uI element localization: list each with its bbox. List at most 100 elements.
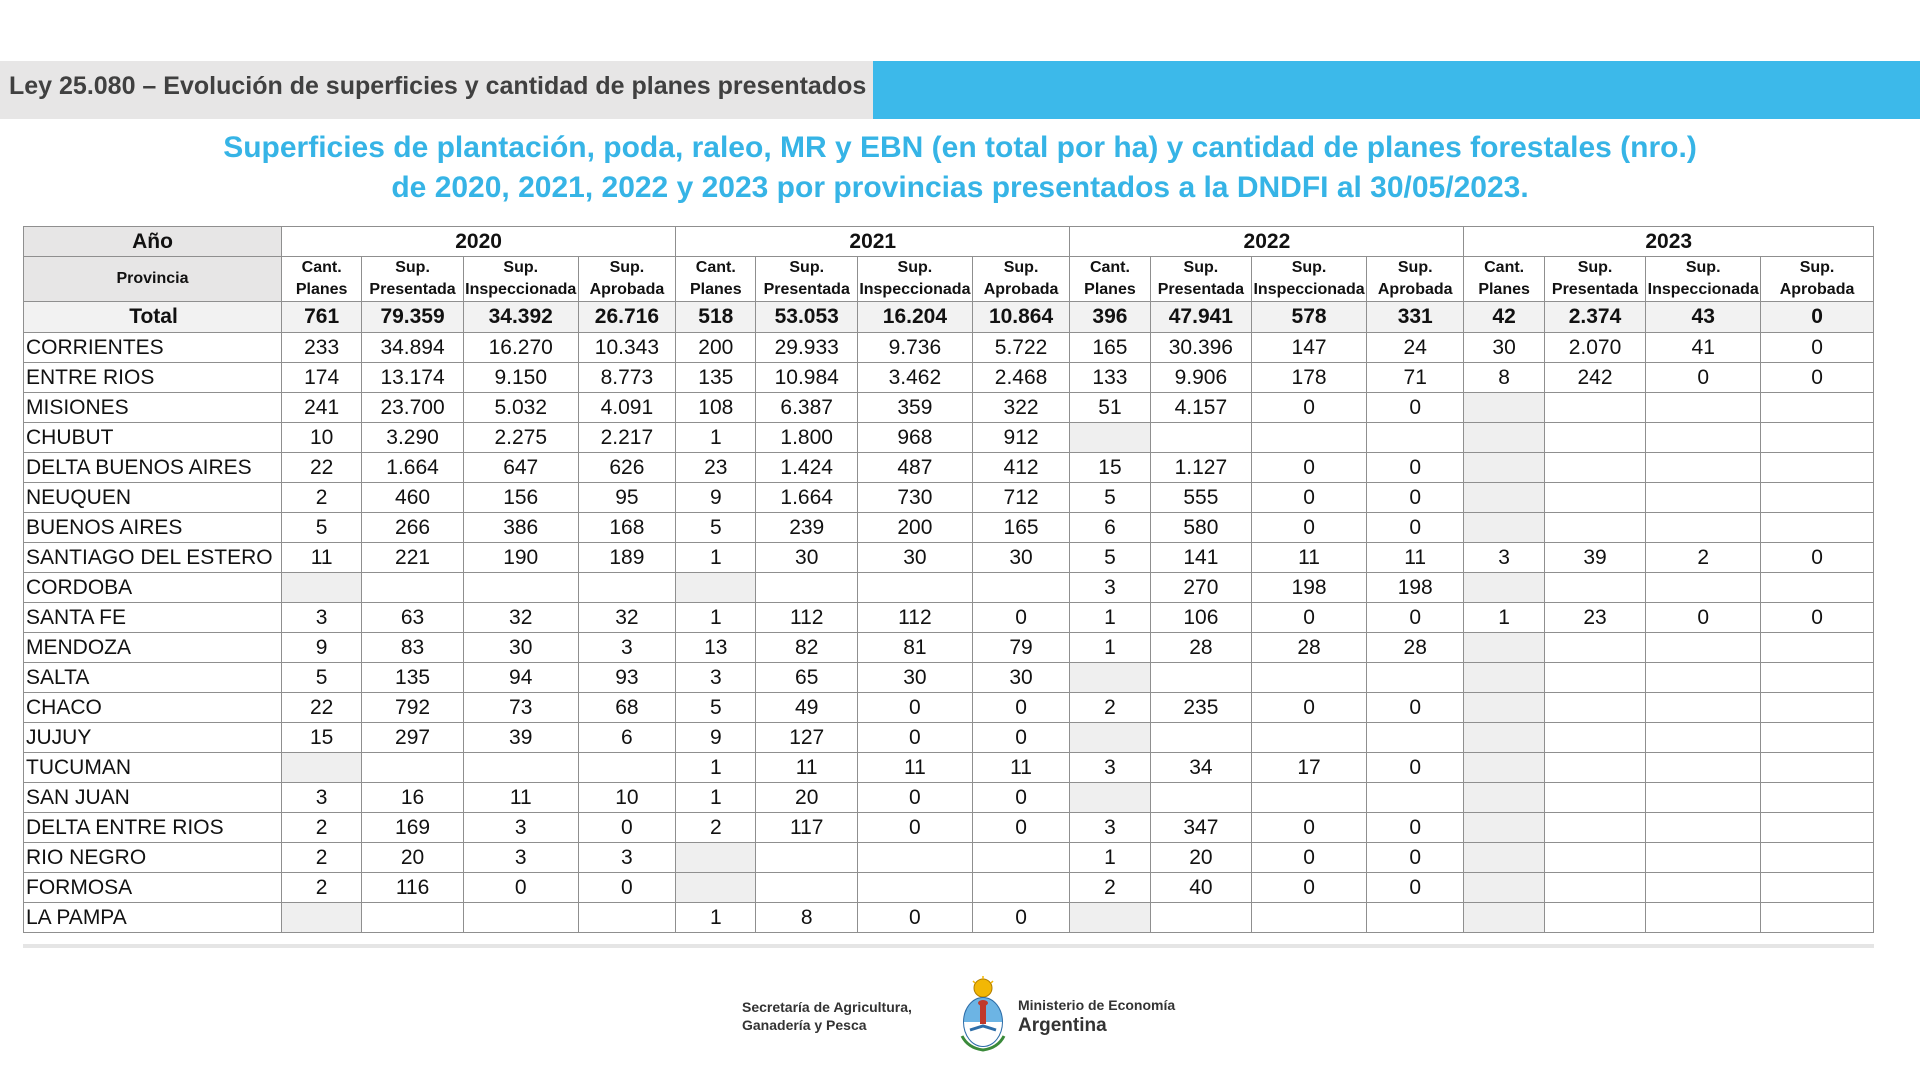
value-cell: 2 (1069, 872, 1151, 903)
value-cell: 135 (675, 362, 757, 393)
value-cell: 10 (281, 422, 363, 453)
value-cell: 1 (1463, 602, 1545, 633)
value-cell: 11 (857, 752, 973, 783)
value-cell (755, 872, 858, 903)
value-cell: 65 (755, 662, 858, 693)
value-cell (1760, 692, 1874, 723)
value-cell (1645, 872, 1762, 903)
column-header-line-2: Inspeccionada (465, 281, 577, 298)
value-cell: 9.150 (462, 362, 579, 393)
value-cell: 3 (1069, 572, 1151, 603)
province-cell: TUCUMAN (22, 752, 283, 783)
value-cell (1543, 902, 1647, 933)
value-cell: 13 (675, 632, 757, 663)
value-cell (281, 572, 363, 603)
table-row: SAN JUAN 3 16 11 10 1 20 0 0 (22, 782, 1874, 813)
value-cell: 0 (1251, 872, 1367, 903)
value-cell: 5 (281, 512, 363, 543)
value-cell (1365, 422, 1465, 453)
value-cell (1543, 662, 1647, 693)
value-cell: 0 (971, 692, 1071, 723)
table-row: DELTA BUENOS AIRES 22 1.664 647 626 23 1.424 48… (22, 452, 1874, 483)
value-cell: 94 (462, 662, 579, 693)
value-cell: 147 (1251, 332, 1367, 363)
value-cell (462, 572, 579, 603)
value-cell: 20 (361, 842, 464, 873)
total-cell: 518 (675, 301, 757, 333)
value-cell: 0 (857, 812, 973, 843)
value-cell: 0 (971, 902, 1071, 933)
value-cell: 198 (1251, 572, 1367, 603)
value-cell: 41 (1645, 332, 1762, 363)
table-row: ENTRE RIOS 174 13.174 9.150 8.773 135 10.984 3.… (22, 362, 1874, 393)
column-header-line-2: Inspeccionada (1253, 281, 1365, 298)
value-cell (1463, 902, 1545, 933)
value-cell (1645, 902, 1762, 933)
value-cell: 3 (1463, 542, 1545, 573)
value-cell (755, 572, 858, 603)
value-cell (1760, 512, 1874, 543)
value-cell: 9 (281, 632, 363, 663)
value-cell (1069, 422, 1151, 453)
value-cell: 23.700 (361, 392, 464, 423)
secretaria-line-1: Secretaría de Agricultura, (742, 999, 912, 1015)
table-row: CHUBUT 10 3.290 2.275 2.217 1 1.800 968 912 (22, 422, 1874, 453)
provinces-table: Año 2020 2021 2022 2023 Provincia Cant. P… (22, 226, 1874, 933)
value-cell: 0 (1760, 542, 1874, 573)
value-cell: 30 (462, 632, 579, 663)
value-cell: 82 (755, 632, 858, 663)
value-cell: 647 (462, 452, 579, 483)
value-cell: 239 (755, 512, 858, 543)
value-cell (1463, 722, 1545, 753)
value-cell: 968 (857, 422, 973, 453)
value-cell: 200 (857, 512, 973, 543)
year-header-2020: 2020 (281, 226, 677, 257)
column-header-2020-0: Cant. Planes (281, 256, 363, 302)
province-cell: DELTA ENTRE RIOS (22, 812, 283, 843)
value-cell: 241 (281, 392, 363, 423)
value-cell: 1 (1069, 842, 1151, 873)
value-cell (1645, 632, 1762, 663)
value-cell: 1 (675, 752, 757, 783)
province-cell: JUJUY (22, 722, 283, 753)
value-cell (1760, 662, 1874, 693)
value-cell: 11 (462, 782, 579, 813)
column-header-line-1: Sup. (897, 259, 933, 276)
value-cell (1365, 722, 1465, 753)
column-header-line-2: Planes (1084, 281, 1136, 298)
value-cell (361, 752, 464, 783)
value-cell: 1.800 (755, 422, 858, 453)
value-cell: 30 (971, 542, 1071, 573)
value-cell (1760, 392, 1874, 423)
column-header-line-1: Sup. (503, 259, 539, 276)
province-cell: FORMOSA (22, 872, 283, 903)
table-row: FORMOSA 2 116 0 0 2 40 0 0 (22, 872, 1874, 903)
value-cell (1069, 722, 1151, 753)
value-cell (1149, 422, 1253, 453)
value-cell: 93 (577, 662, 677, 693)
value-cell: 3 (675, 662, 757, 693)
value-cell: 29.933 (755, 332, 858, 363)
value-cell: 6.387 (755, 392, 858, 423)
total-cell: 578 (1251, 301, 1367, 333)
column-header-2022-0: Cant. Planes (1069, 256, 1151, 302)
value-cell: 8 (1463, 362, 1545, 393)
value-cell: 3 (281, 602, 363, 633)
column-header-line-2: Aprobada (1779, 281, 1855, 298)
value-cell: 266 (361, 512, 464, 543)
value-cell: 51 (1069, 392, 1151, 423)
value-cell: 912 (971, 422, 1071, 453)
value-cell: 487 (857, 452, 973, 483)
value-cell: 32 (577, 602, 677, 633)
province-cell: SANTIAGO DEL ESTERO (22, 542, 283, 573)
page-title: Ley 25.080 – Evolución de superficies y … (9, 72, 867, 100)
value-cell: 2 (1645, 542, 1762, 573)
value-cell (361, 572, 464, 603)
value-cell: 242 (1543, 362, 1647, 393)
value-cell: 3 (281, 782, 363, 813)
value-cell (462, 752, 579, 783)
ministerio-line-2: Argentina (1018, 1015, 1107, 1036)
value-cell (1543, 482, 1647, 513)
column-header-line-2: Presentada (763, 281, 850, 298)
value-cell: 0 (1251, 512, 1367, 543)
